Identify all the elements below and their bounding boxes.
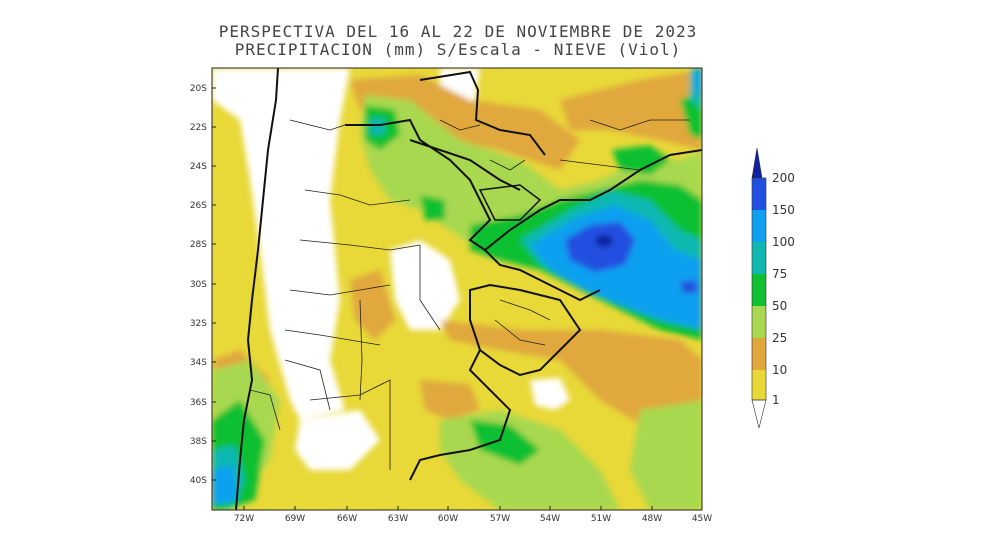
country-borders xyxy=(235,68,702,510)
lon-label: 51W xyxy=(591,514,611,524)
colorbar-arrow-top xyxy=(751,147,763,179)
colorbar-segment-50 xyxy=(752,274,766,306)
colorbar-arrow-bottom xyxy=(751,399,767,429)
lon-label: 54W xyxy=(540,514,560,524)
colorbar-label: 75 xyxy=(772,267,787,281)
colorbar-label: 200 xyxy=(772,171,795,185)
map-title-line-2: PRECIPITACION (mm) S/Escala - NIEVE (Vio… xyxy=(234,40,682,59)
colorbar-segment-1 xyxy=(752,370,766,400)
precipitation-field xyxy=(212,68,702,510)
colorbar-label: 150 xyxy=(772,203,795,217)
province-borders xyxy=(249,119,690,470)
lat-label: 20S xyxy=(190,84,207,94)
lon-label: 63W xyxy=(388,514,408,524)
longitude-axis: 72W 69W 66W 63W 60W 57W 54W 51W 48W 45W xyxy=(234,506,712,524)
lon-label: 57W xyxy=(490,514,510,524)
colorbar-segment-100 xyxy=(752,210,766,242)
lat-label: 40S xyxy=(190,476,207,486)
lat-label: 22S xyxy=(190,123,207,133)
colorbar-segment-150 xyxy=(752,178,766,210)
colorbar-segment-10 xyxy=(752,338,766,370)
lat-label: 24S xyxy=(190,162,207,172)
colorbar-label: 10 xyxy=(772,363,787,377)
lat-label: 36S xyxy=(190,398,207,408)
lon-label: 48W xyxy=(642,514,662,524)
precipitation-colorbar: 200 150 100 75 50 25 10 1 xyxy=(751,147,795,429)
colorbar-label: 1 xyxy=(772,393,780,407)
map-frame xyxy=(211,67,703,511)
lat-label: 34S xyxy=(190,358,207,368)
colorbar-segment-75 xyxy=(752,242,766,274)
lat-label: 26S xyxy=(190,201,207,211)
lon-label: 72W xyxy=(234,514,254,524)
lat-label: 32S xyxy=(190,319,207,329)
colorbar-label: 50 xyxy=(772,299,787,313)
lat-label: 30S xyxy=(190,280,207,290)
latitude-axis: 20S 22S 24S 26S 28S 30S 32S 34S 36S 38S … xyxy=(190,84,216,486)
map-title-line-1: PERSPECTIVA DEL 16 AL 22 DE NOVIEMBRE DE… xyxy=(218,22,698,41)
lat-label: 28S xyxy=(190,240,207,250)
lon-label: 60W xyxy=(438,514,458,524)
colorbar-label: 100 xyxy=(772,235,795,249)
lon-label: 69W xyxy=(285,514,305,524)
colorbar-label: 25 xyxy=(772,331,787,345)
lon-label: 66W xyxy=(337,514,357,524)
lon-label: 45W xyxy=(692,514,712,524)
colorbar-segment-25 xyxy=(752,306,766,338)
lat-label: 38S xyxy=(190,437,207,447)
